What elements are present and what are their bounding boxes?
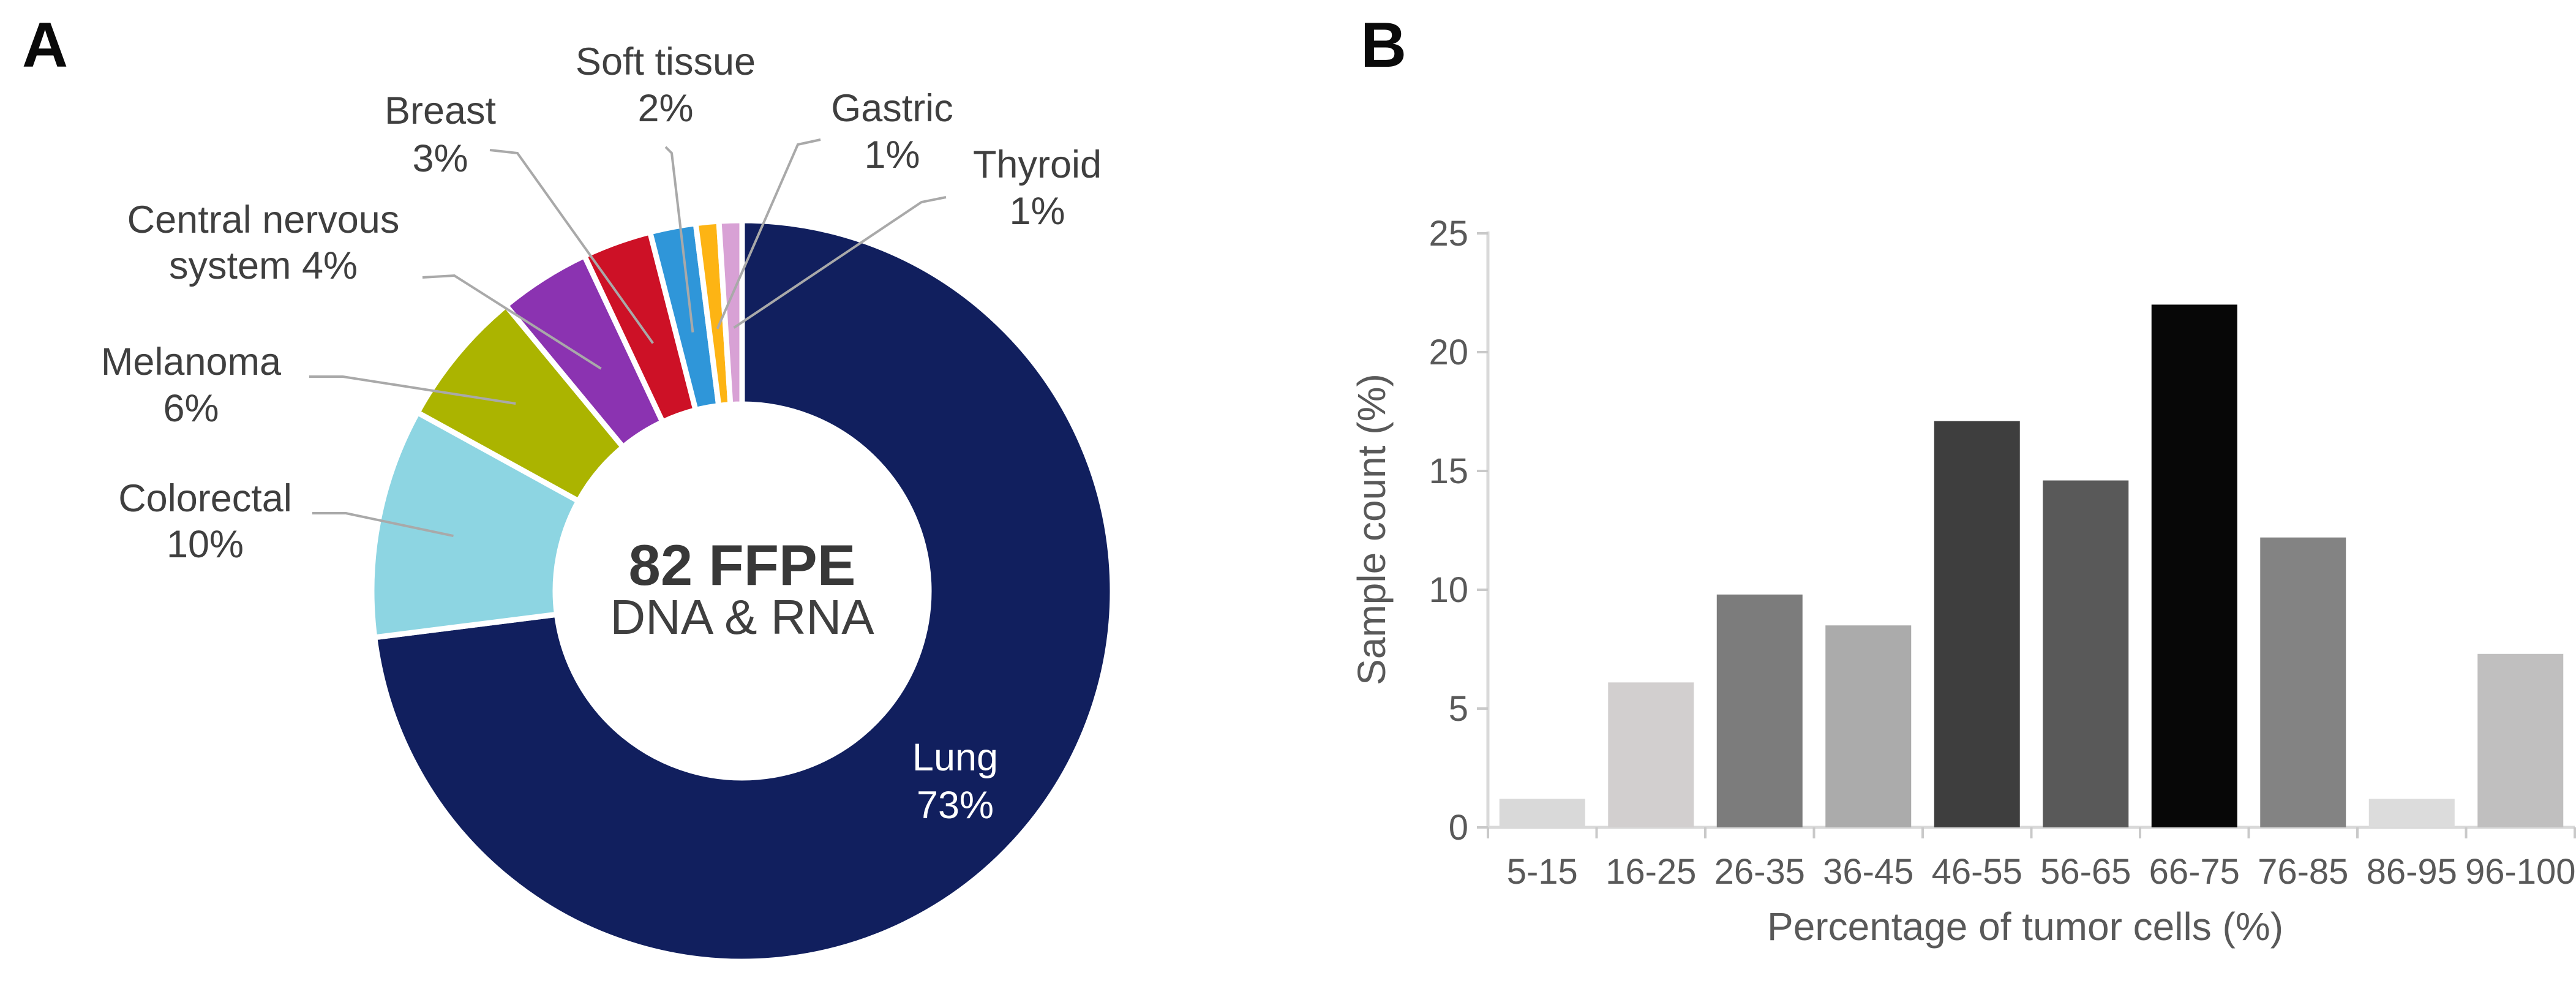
- donut-slice-thyroid: [716, 217, 745, 408]
- x-tick-label-86-95: 86-95: [2367, 852, 2457, 892]
- x-axis-title: Percentage of tumor cells (%): [1767, 905, 2283, 949]
- bar-46-55: [1934, 421, 2020, 827]
- y-tick-label-25: 25: [1429, 214, 1468, 254]
- panel-b-label: B: [1361, 10, 1407, 81]
- leader-line-breast: [489, 149, 654, 344]
- donut-slice-colorectal: [369, 410, 582, 641]
- donut-label-central-nervous-system-line2: system 4%: [169, 244, 358, 287]
- donut-label-melanoma-line1: Melanoma: [101, 341, 282, 383]
- donut-leader-lines: [309, 138, 947, 538]
- x-tick-label-36-45: 36-45: [1823, 852, 1913, 892]
- leader-line-central-nervous-system: [422, 274, 602, 370]
- donut-label-soft-tissue-line1: Soft tissue: [576, 40, 756, 83]
- donut-label-central-nervous-system-line1: Central nervous: [127, 198, 400, 241]
- bar-96-100: [2477, 653, 2564, 827]
- x-tick-label-56-65: 56-65: [2040, 852, 2131, 892]
- donut-label-breast-line2: 3%: [412, 137, 468, 180]
- panel-a-label: A: [22, 10, 69, 81]
- leader-line-soft-tissue: [664, 146, 694, 333]
- donut-center-line2: DNA & RNA: [610, 590, 874, 644]
- y-tick-label-15: 15: [1429, 451, 1468, 491]
- y-tick-label-20: 20: [1429, 333, 1468, 372]
- x-tick-label-46-55: 46-55: [1932, 852, 2022, 892]
- leader-line-colorectal: [312, 512, 454, 538]
- bar-series: [1499, 304, 2564, 827]
- y-tick-label-10: 10: [1429, 570, 1468, 610]
- y-axis-title: Sample count (%): [1350, 374, 1394, 685]
- donut-label-lung-line1: Lung: [912, 736, 998, 779]
- donut-label-soft-tissue-line2: 2%: [637, 87, 693, 130]
- bar-56-65: [2043, 480, 2129, 827]
- x-tick-label-5-15: 5-15: [1507, 852, 1578, 892]
- leader-line-thyroid: [733, 196, 947, 329]
- bar-5-15: [1499, 799, 1585, 827]
- x-tick-label-66-75: 66-75: [2149, 852, 2240, 892]
- bar-76-85: [2260, 537, 2346, 827]
- x-tick-label-96-100: 96-100: [2465, 852, 2576, 892]
- leader-line-gastric: [716, 138, 821, 329]
- donut-label-gastric-line2: 1%: [864, 134, 920, 176]
- donut-label-thyroid-line2: 1%: [1009, 190, 1065, 233]
- donut-label-gastric-line1: Gastric: [831, 87, 953, 130]
- donut-center-line1: 82 FFPE: [629, 533, 856, 597]
- donut-label-breast-line1: Breast: [385, 89, 497, 132]
- x-tick-label-26-35: 26-35: [1714, 852, 1805, 892]
- bar-36-45: [1825, 625, 1912, 827]
- donut-slice-lung: [372, 217, 1116, 965]
- donut-label-colorectal-line2: 10%: [167, 523, 244, 566]
- donut-label-melanoma-line2: 6%: [163, 387, 219, 430]
- bar-16-25: [1608, 682, 1694, 827]
- bar-axes: 0 5 10 15 20 25: [1429, 214, 2576, 848]
- bar-category-labels: 5-15 16-25 26-35 36-45 46-55 56-65 66-75 76-85 8…: [1507, 852, 2576, 892]
- donut-chart: [369, 217, 1116, 965]
- y-tick-label-0: 0: [1449, 808, 1468, 848]
- donut-label-lung-line2: 73%: [917, 784, 994, 827]
- donut-label-colorectal-line1: Colorectal: [118, 477, 292, 520]
- y-tick-label-5: 5: [1449, 689, 1468, 729]
- bar-26-35: [1716, 594, 1803, 827]
- x-tick-label-16-25: 16-25: [1605, 852, 1696, 892]
- x-tick-label-76-85: 76-85: [2258, 852, 2348, 892]
- donut-label-thyroid-line1: Thyroid: [973, 143, 1102, 186]
- bar-86-95: [2368, 799, 2455, 827]
- bar-66-75: [2151, 304, 2237, 827]
- leader-line-melanoma: [309, 375, 516, 405]
